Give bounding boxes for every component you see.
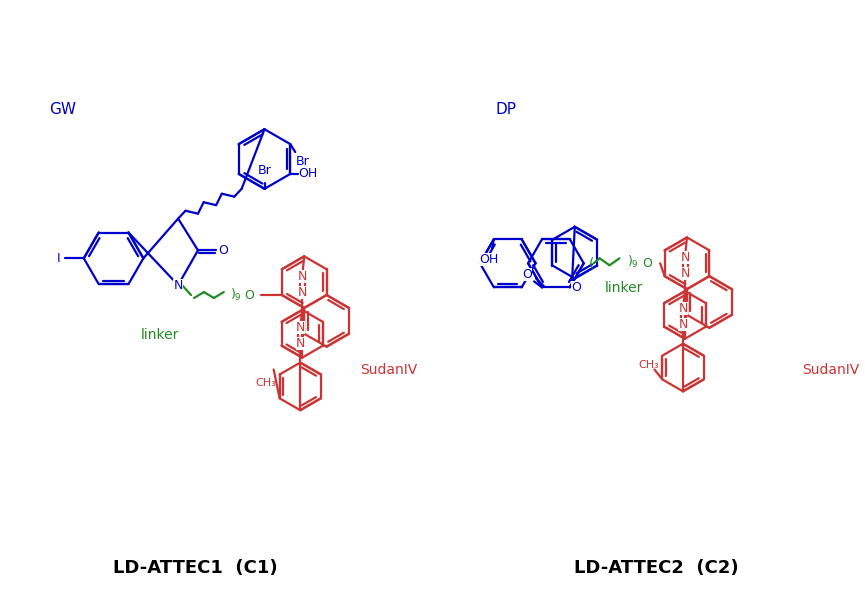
Text: N: N (678, 302, 688, 315)
Text: )$_9$: )$_9$ (230, 287, 241, 303)
Text: DP: DP (496, 102, 516, 117)
Text: O: O (522, 268, 532, 281)
Text: N: N (298, 270, 307, 283)
Text: O: O (571, 281, 580, 294)
Text: SudanIV: SudanIV (802, 362, 859, 376)
Text: I: I (57, 252, 61, 265)
Text: OH: OH (298, 167, 317, 181)
Text: N: N (680, 267, 689, 280)
Text: N: N (298, 285, 307, 299)
Text: O: O (218, 244, 227, 257)
Text: N: N (680, 251, 689, 264)
Text: linker: linker (605, 281, 643, 295)
Text: SudanIV: SudanIV (360, 362, 417, 376)
Text: CH₃: CH₃ (255, 379, 276, 388)
Text: LD-ATTEC2  (C2): LD-ATTEC2 (C2) (574, 559, 739, 577)
Text: N: N (296, 321, 305, 334)
Text: (: ( (589, 256, 594, 270)
Text: CH₃: CH₃ (638, 359, 659, 370)
Text: OH: OH (479, 253, 498, 265)
Text: )$_9$: )$_9$ (627, 254, 639, 270)
Text: Br: Br (295, 155, 309, 169)
Text: O: O (245, 288, 254, 302)
Text: O: O (643, 257, 652, 270)
Text: N: N (174, 279, 183, 291)
Text: LD-ATTEC1  (C1): LD-ATTEC1 (C1) (112, 559, 278, 577)
Text: Br: Br (258, 164, 272, 178)
Text: N: N (678, 318, 688, 331)
Text: N: N (296, 337, 305, 350)
Text: linker: linker (141, 327, 179, 342)
Text: GW: GW (49, 102, 76, 117)
